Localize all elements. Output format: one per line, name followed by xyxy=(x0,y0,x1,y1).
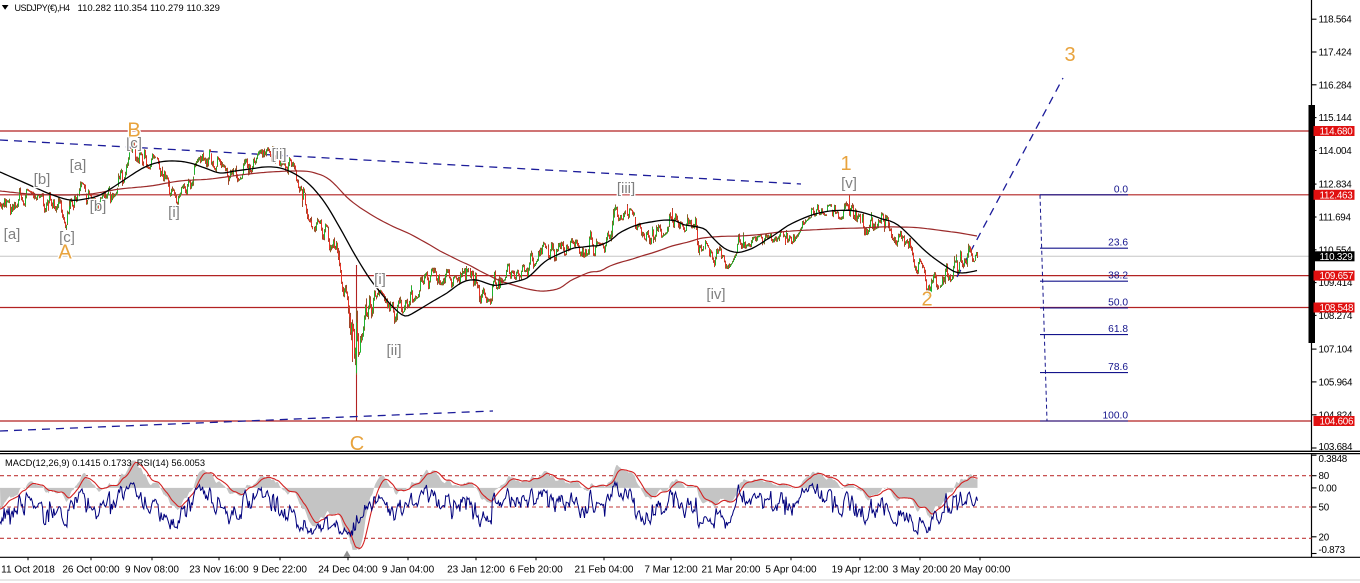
svg-text:112.463: 112.463 xyxy=(1320,190,1354,201)
svg-text:61.8: 61.8 xyxy=(1108,324,1128,335)
svg-text:B: B xyxy=(127,120,140,142)
svg-text:115.144: 115.144 xyxy=(1319,113,1353,124)
svg-text:[b]: [b] xyxy=(90,198,107,215)
svg-text:107.104: 107.104 xyxy=(1319,345,1353,356)
svg-text:105.964: 105.964 xyxy=(1319,377,1353,388)
svg-text:110.329: 110.329 xyxy=(1320,252,1353,263)
svg-text:108.274: 108.274 xyxy=(1319,311,1353,322)
svg-text:[a]: [a] xyxy=(4,226,21,243)
svg-text:21 Mar 20:00: 21 Mar 20:00 xyxy=(702,565,761,576)
svg-text:[a]: [a] xyxy=(70,157,87,174)
svg-text:[i]: [i] xyxy=(374,271,386,288)
svg-text:24 Dec 04:00: 24 Dec 04:00 xyxy=(318,565,378,576)
svg-text:80: 80 xyxy=(1319,471,1330,482)
svg-text:[iii]: [iii] xyxy=(617,180,635,197)
svg-text:116.284: 116.284 xyxy=(1319,80,1353,91)
svg-text:26 Oct 00:00: 26 Oct 00:00 xyxy=(62,565,120,576)
svg-text:21 Feb 04:00: 21 Feb 04:00 xyxy=(575,565,634,576)
svg-text:[ii]: [ii] xyxy=(387,342,402,359)
svg-text:114.680: 114.680 xyxy=(1320,127,1354,138)
svg-text:[b]: [b] xyxy=(34,171,51,188)
svg-text:19 Apr 12:00: 19 Apr 12:00 xyxy=(832,565,889,576)
svg-text:117.424: 117.424 xyxy=(1319,48,1353,59)
svg-text:-0.873: -0.873 xyxy=(1319,545,1346,556)
svg-text:112.834: 112.834 xyxy=(1319,180,1353,191)
svg-text:[v]: [v] xyxy=(841,175,857,192)
svg-text:38.2: 38.2 xyxy=(1108,271,1128,282)
svg-text:50.0: 50.0 xyxy=(1108,297,1128,308)
svg-text:9 Jan 04:00: 9 Jan 04:00 xyxy=(382,565,435,576)
svg-text:0.0: 0.0 xyxy=(1114,184,1128,195)
svg-text:23 Jan 12:00: 23 Jan 12:00 xyxy=(447,565,505,576)
svg-text:100.0: 100.0 xyxy=(1103,411,1129,422)
svg-text:110.554: 110.554 xyxy=(1319,245,1353,256)
svg-text:50: 50 xyxy=(1319,503,1330,514)
svg-text:1: 1 xyxy=(840,153,851,175)
svg-text:110.282 110.354 110.279 110.32: 110.282 110.354 110.279 110.329 xyxy=(78,3,220,14)
svg-text:104.606: 104.606 xyxy=(1320,417,1354,428)
svg-text:104.824: 104.824 xyxy=(1319,410,1353,421)
svg-text:2: 2 xyxy=(921,289,932,311)
svg-text:7 Mar 12:00: 7 Mar 12:00 xyxy=(644,565,698,576)
svg-text:78.6: 78.6 xyxy=(1108,362,1128,373)
svg-text:5 Apr 04:00: 5 Apr 04:00 xyxy=(765,565,817,576)
svg-text:23.6: 23.6 xyxy=(1108,238,1128,249)
svg-text:[i]: [i] xyxy=(168,204,180,221)
svg-text:111.694: 111.694 xyxy=(1319,213,1352,224)
svg-text:C: C xyxy=(350,433,364,455)
svg-text:[c]: [c] xyxy=(126,135,142,152)
svg-text:109.414: 109.414 xyxy=(1319,278,1353,289)
svg-text:MACD(12,26,9) 0.1415 0.1733 R: MACD(12,26,9) 0.1415 0.1733 RSI(14) 56.0… xyxy=(5,458,205,468)
svg-text:23 Nov 16:00: 23 Nov 16:00 xyxy=(189,565,249,576)
svg-text:3 May 20:00: 3 May 20:00 xyxy=(892,565,947,576)
svg-text:20: 20 xyxy=(1319,532,1330,543)
svg-text:109.657: 109.657 xyxy=(1320,271,1354,282)
svg-text:103.684: 103.684 xyxy=(1319,442,1353,453)
svg-text:0.3848: 0.3848 xyxy=(1319,454,1348,465)
svg-text:A: A xyxy=(58,242,72,264)
svg-text:[c]: [c] xyxy=(59,229,75,246)
svg-text:USDJPY(€),H4: USDJPY(€),H4 xyxy=(15,3,71,13)
svg-text:[ii]: [ii] xyxy=(272,146,287,163)
svg-text:118.564: 118.564 xyxy=(1319,15,1353,26)
svg-text:3: 3 xyxy=(1064,44,1075,66)
svg-text:20 May 00:00: 20 May 00:00 xyxy=(950,565,1011,576)
svg-text:108.548: 108.548 xyxy=(1320,303,1354,314)
svg-text:[iv]: [iv] xyxy=(706,286,725,303)
svg-text:11 Oct 2018: 11 Oct 2018 xyxy=(1,565,55,576)
svg-text:114.004: 114.004 xyxy=(1319,146,1353,157)
svg-text:0.00: 0.00 xyxy=(1319,483,1338,494)
svg-text:9 Dec 22:00: 9 Dec 22:00 xyxy=(253,565,307,576)
svg-text:6 Feb 20:00: 6 Feb 20:00 xyxy=(509,565,563,576)
svg-text:9 Nov 08:00: 9 Nov 08:00 xyxy=(125,565,179,576)
